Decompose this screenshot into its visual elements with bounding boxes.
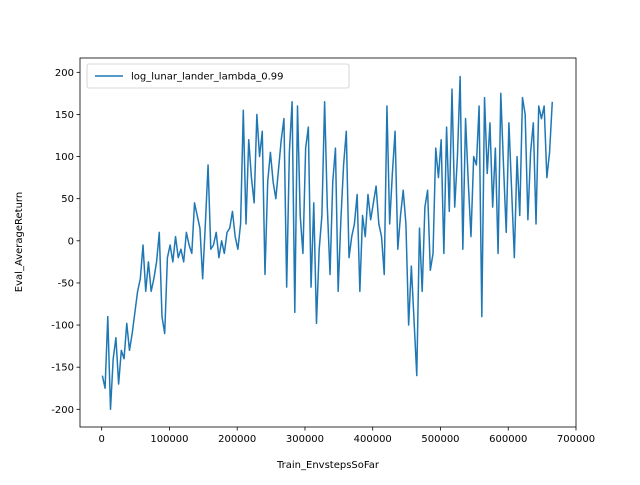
y-tick-label: -200 [51, 405, 74, 416]
x-tick-label: 700000 [557, 434, 595, 445]
x-tick-label: 0 [98, 434, 104, 445]
x-tick-label: 100000 [150, 434, 188, 445]
x-tick-label: 400000 [354, 434, 392, 445]
x-tick-label: 300000 [286, 434, 324, 445]
x-tick-label: 600000 [489, 434, 527, 445]
plot-frame [79, 57, 577, 428]
x-axis-label: Train_EnvstepsSoFar [276, 460, 380, 471]
legend-label: log_lunar_lander_lambda_0.99 [131, 72, 284, 83]
y-tick-label: -100 [51, 321, 74, 332]
x-tick-label: 200000 [218, 434, 256, 445]
legend-box [86, 63, 350, 89]
y-tick-label: 0 [68, 236, 74, 247]
y-axis-label: Eval_AverageReturn [14, 192, 25, 292]
y-tick-label: 50 [61, 194, 74, 205]
y-tick-label: 150 [55, 110, 74, 121]
y-tick-label: -150 [51, 363, 74, 374]
x-tick-label: 500000 [421, 434, 459, 445]
y-tick-label: 200 [55, 68, 74, 79]
line-series [101, 75, 554, 411]
y-tick-label: 100 [55, 152, 74, 163]
y-tick-label: -50 [58, 278, 74, 289]
